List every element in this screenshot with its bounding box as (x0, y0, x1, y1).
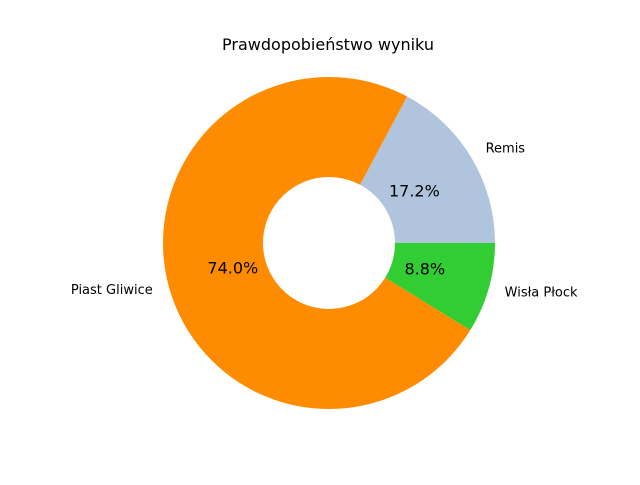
slice-percent-label: 74.0% (207, 258, 258, 277)
slice-label: Remis (486, 142, 526, 157)
chart-title: Prawdopobieństwo wyniku (222, 35, 434, 54)
slice-percent-label: 17.2% (389, 181, 440, 200)
slice-remis (360, 96, 495, 243)
slice-label: Piast Gliwice (71, 283, 153, 298)
slices-group (162, 77, 495, 410)
labels-group: Remis 17.2% Piast Gliwice 74.0% Wisła Płock 8… (71, 142, 578, 301)
slice-piast-gliwice (162, 77, 471, 410)
slice-percent-label: 8.8% (404, 260, 445, 279)
slice-wis-a-p-ock (385, 243, 495, 331)
slice-label: Wisła Płock (505, 285, 578, 300)
